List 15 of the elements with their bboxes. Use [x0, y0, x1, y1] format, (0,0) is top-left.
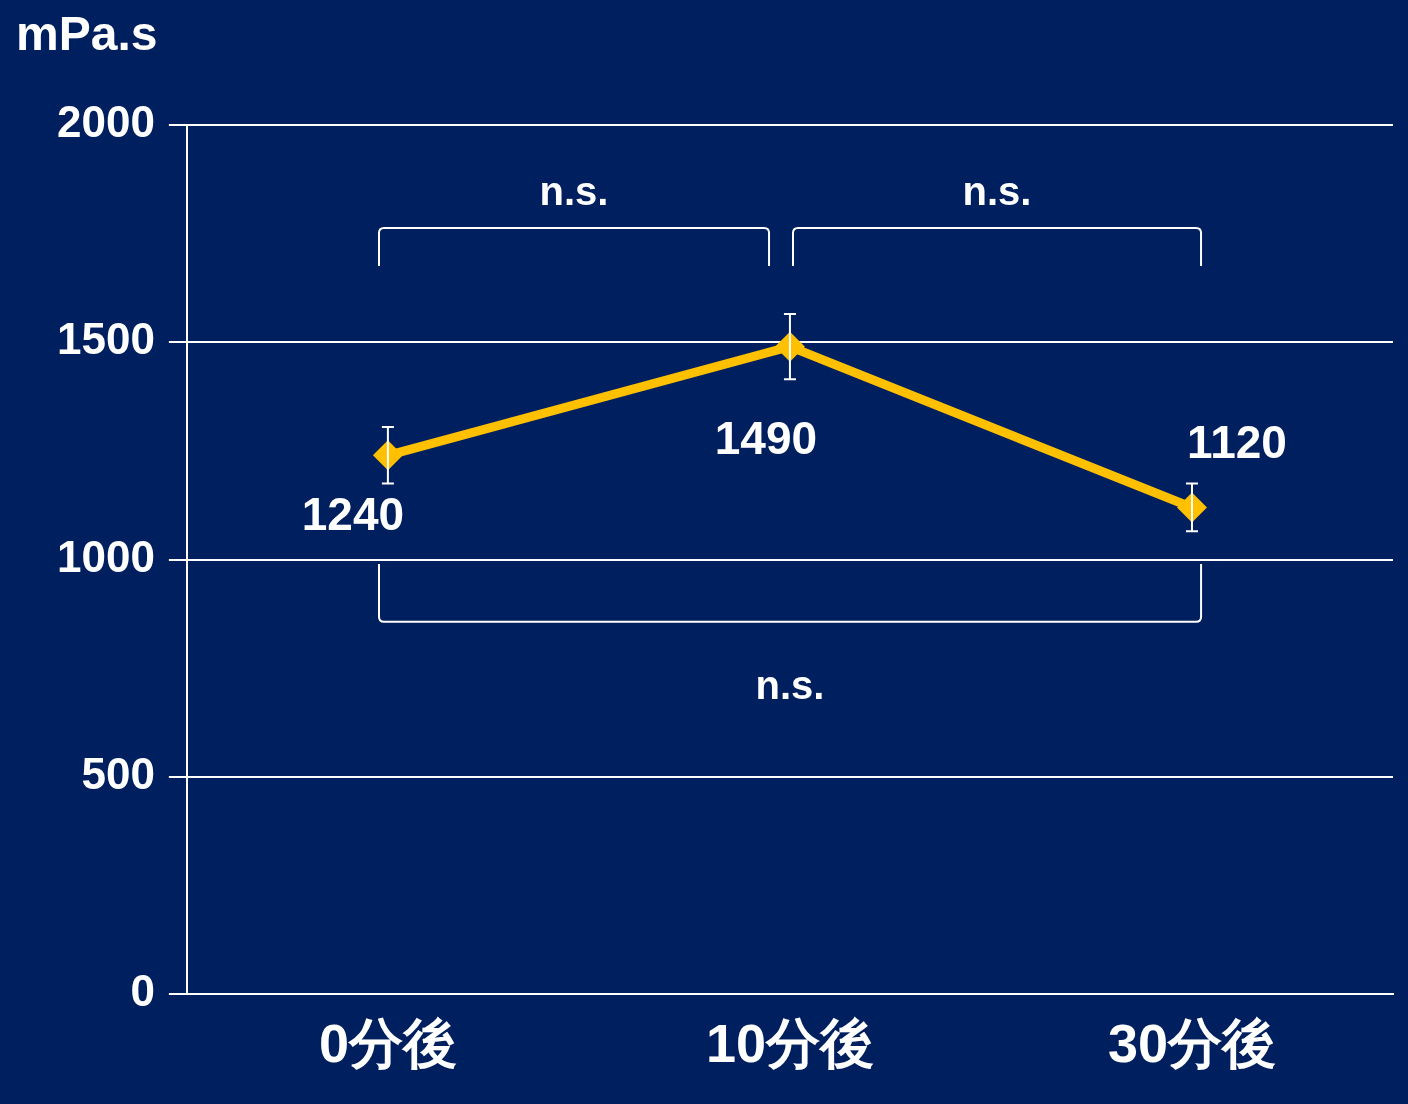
x-tick-label: 10分後 [705, 1013, 874, 1074]
x-tick-label: 30分後 [1107, 1013, 1277, 1074]
y-tick-label: 0 [130, 966, 155, 1016]
y-tick-label: 1000 [56, 531, 155, 581]
data-label: 1120 [1187, 416, 1287, 469]
y-tick-label: 1500 [56, 314, 155, 364]
annotation: n.s. [962, 169, 1032, 215]
data-label: 1490 [714, 412, 818, 465]
annotation: n.s. [755, 662, 825, 708]
x-tick-label: 0分後 [318, 1013, 457, 1074]
annotation: n.s. [539, 169, 609, 215]
data-label: 1240 [301, 487, 405, 540]
y-tick-label: 2000 [56, 97, 155, 147]
y-tick-label: 500 [81, 749, 155, 799]
y-axis-title: mPa.s [16, 6, 158, 61]
